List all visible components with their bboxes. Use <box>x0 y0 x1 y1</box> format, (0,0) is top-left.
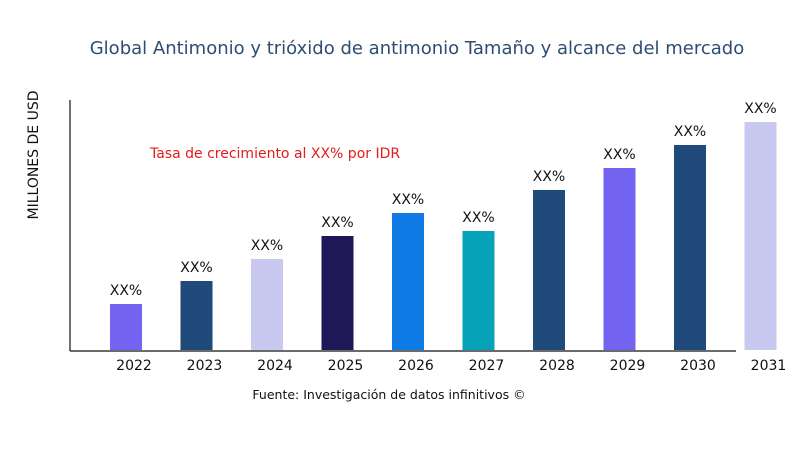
bar-2024 <box>251 259 283 350</box>
data-label-2023: XX% <box>180 260 212 276</box>
data-label-2028: XX% <box>533 169 565 185</box>
x-tick-label-2026: 2026 <box>398 358 434 374</box>
x-tick-label-2029: 2029 <box>610 358 646 374</box>
bar-2029 <box>603 168 636 350</box>
source-note: Fuente: Investigación de datos infinitiv… <box>252 387 526 402</box>
bar-2030 <box>674 145 706 350</box>
data-label-2030: XX% <box>674 124 706 140</box>
x-tick-label-2027: 2027 <box>469 358 505 374</box>
x-tick-label-2030: 2030 <box>680 358 716 374</box>
data-label-2031: XX% <box>744 101 776 117</box>
bar-2026 <box>392 213 424 350</box>
x-tick-label-2031: 2031 <box>751 358 787 374</box>
data-label-2022: XX% <box>110 283 142 299</box>
bar-2031 <box>744 122 777 350</box>
chart-title: Global Antimonio y trióxido de antimonio… <box>89 38 745 59</box>
data-label-2025: XX% <box>321 215 353 231</box>
growth-annotation: Tasa de crecimiento al XX% por IDR <box>150 146 401 162</box>
data-label-2026: XX% <box>392 192 424 208</box>
data-label-2027: XX% <box>462 210 494 226</box>
bar-2027 <box>462 231 495 350</box>
x-tick-label-2028: 2028 <box>539 358 575 374</box>
x-tick-label-2022: 2022 <box>116 358 152 374</box>
x-tick-label-2025: 2025 <box>328 358 364 374</box>
data-label-2029: XX% <box>603 147 635 163</box>
data-label-2024: XX% <box>251 238 283 254</box>
bar-2023 <box>180 281 213 350</box>
bar-2022 <box>110 304 142 350</box>
bar-2025 <box>321 236 354 350</box>
x-tick-label-2023: 2023 <box>187 358 223 374</box>
bar-2028 <box>533 190 565 350</box>
x-tick-label-2024: 2024 <box>257 358 293 374</box>
